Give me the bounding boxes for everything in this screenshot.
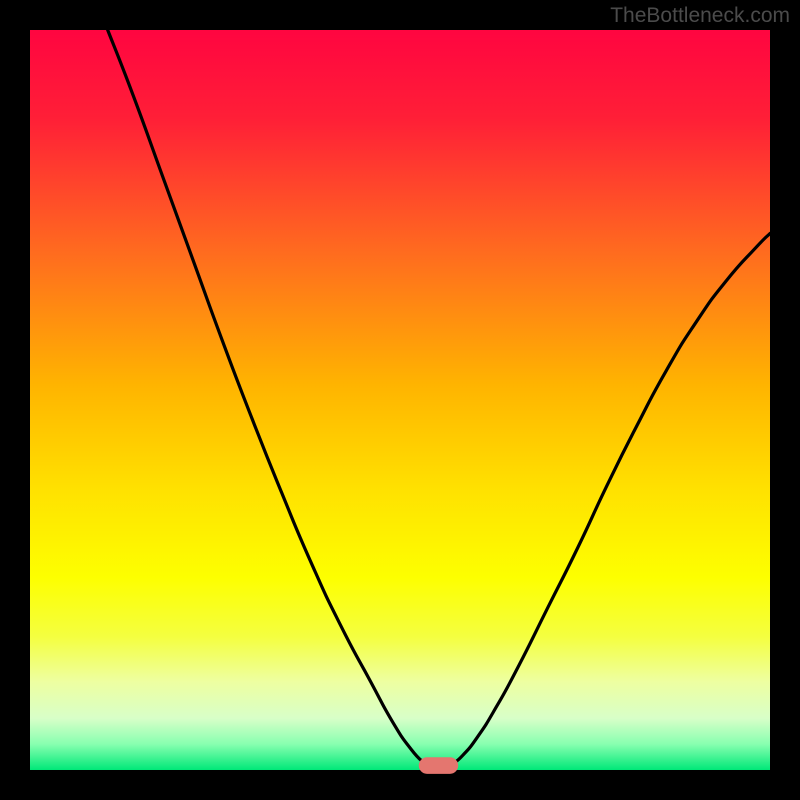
gradient-background bbox=[30, 30, 770, 770]
bottleneck-chart bbox=[0, 0, 800, 800]
chart-container: TheBottleneck.com bbox=[0, 0, 800, 800]
optimal-marker bbox=[419, 758, 457, 774]
watermark-text: TheBottleneck.com bbox=[610, 4, 790, 28]
